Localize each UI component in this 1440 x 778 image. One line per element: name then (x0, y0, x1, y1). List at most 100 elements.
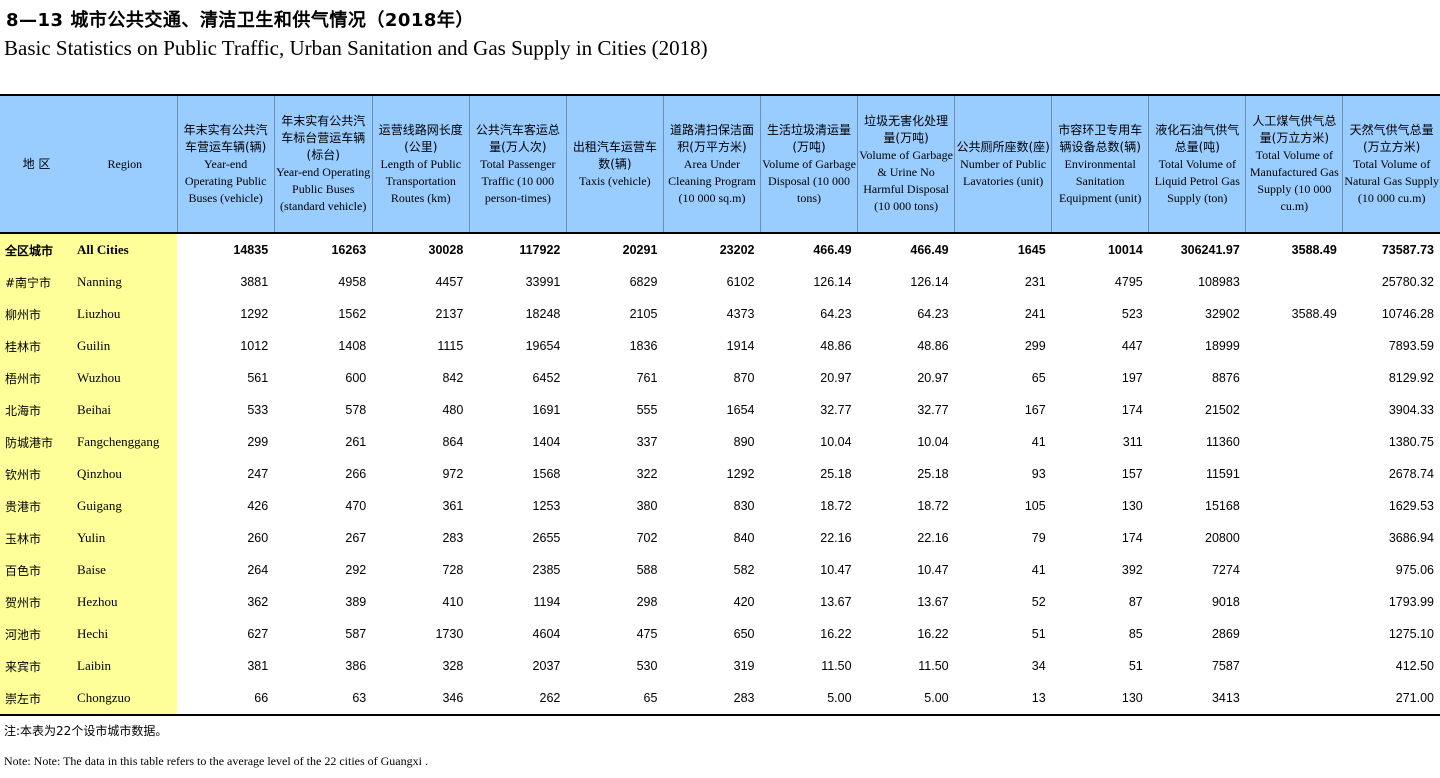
data-cell: 1793.99 (1388, 595, 1434, 609)
data-cell: 23202 (719, 243, 755, 257)
data-cell: 174 (1121, 531, 1143, 545)
data-cell: 362 (247, 595, 269, 609)
table-row: 河池市 Hechi 627 587 1730 4604 475 650 16.22 16.22 51… (0, 618, 1440, 650)
header-cleaning-area: 道路清扫保洁面积(万平方米) Area Under Cleaning Progra… (662, 94, 761, 234)
header-passenger-traffic: 公共汽车客运总量(万人次) Total Passenger Traffic (10… (468, 94, 567, 234)
data-cell: 600 (345, 371, 367, 385)
header-manufactured-gas: 人工煤气供气总量(万立方米) Total Volume of Manufactur… (1245, 94, 1343, 234)
data-cell: 22.16 (820, 531, 852, 545)
data-cell (1246, 618, 1343, 650)
data-cell: 1194 (533, 595, 561, 609)
data-cell: 412.50 (1395, 659, 1434, 673)
data-cell: 650 (733, 627, 755, 641)
data-cell: 16263 (331, 243, 367, 257)
data-cell: 4958 (338, 275, 367, 289)
data-cell: 167 (1024, 403, 1046, 417)
data-cell: 555 (636, 403, 658, 417)
data-cell: 380 (636, 499, 658, 513)
data-cell: 64.23 (820, 307, 852, 321)
data-cell: 79 (1031, 531, 1046, 545)
table-title-chinese: 8—13 城市公共交通、清洁卫生和供气情况（2018年） (6, 10, 474, 31)
data-cell (1246, 394, 1343, 426)
data-cell: 1292 (726, 467, 755, 481)
data-cell: 702 (636, 531, 658, 545)
data-cell: 588 (636, 563, 658, 577)
data-cell: 7893.59 (1388, 339, 1434, 353)
data-cell: 261 (345, 435, 367, 449)
data-cell: 130 (1121, 499, 1143, 513)
data-cell: 533 (247, 403, 269, 417)
data-cell: 126.14 (813, 275, 852, 289)
data-cell: 386 (345, 659, 367, 673)
table-row: 梧州市 Wuzhou 561 600 842 6452 761 870 20.97 20.97 65… (0, 362, 1440, 394)
data-cell: 18.72 (820, 499, 852, 513)
data-cell: 52 (1031, 595, 1046, 609)
header-garbage-disposal: 生活垃圾清运量(万吨) Volume of Garbage Disposal (1… (759, 94, 858, 234)
region-name-en: Liuzhou (73, 298, 178, 330)
data-cell: 1836 (629, 339, 658, 353)
data-cell: 322 (636, 467, 658, 481)
region-name-en: All Cities (73, 233, 178, 266)
data-cell: 3588.49 (1291, 243, 1337, 257)
data-cell: 2105 (629, 307, 658, 321)
data-cell: 1691 (532, 403, 561, 417)
header-lavatories: 公共厕所座数(座) Number of Public Lavatories (un… (954, 94, 1052, 234)
data-cell: 260 (247, 531, 269, 545)
data-cell: 51 (1031, 627, 1046, 641)
data-cell: 890 (733, 435, 755, 449)
region-name-cn: 全区城市 (0, 233, 74, 266)
data-cell (1246, 426, 1343, 458)
data-cell: 2655 (532, 531, 561, 545)
data-cell: 11.50 (918, 659, 949, 673)
data-cell: 271.00 (1342, 682, 1440, 716)
data-cell: 34 (1031, 659, 1046, 673)
data-cell: 48.86 (917, 339, 949, 353)
data-cell: 231 (1024, 275, 1046, 289)
region-name-en: Qinzhou (73, 458, 178, 490)
region-name-en: Nanning (73, 266, 178, 298)
data-cell: 18.72 (917, 499, 949, 513)
data-cell: 480 (442, 403, 464, 417)
data-cell: 466.49 (910, 243, 949, 257)
data-cell: 25.18 (820, 467, 852, 481)
data-cell: 85 (1128, 627, 1143, 641)
data-cell: 830 (733, 499, 755, 513)
data-cell: 21502 (1205, 403, 1240, 417)
data-cell: 130 (1051, 682, 1149, 716)
data-cell: 4373 (726, 307, 755, 321)
header-harmless-disposal: 垃圾无害化处理量(万吨) Volume of Garbage & Urine No… (857, 94, 955, 234)
data-cell: 3588.49 (1291, 307, 1337, 321)
data-cell (1246, 522, 1343, 554)
table-row: 来宾市 Laibin 381 386 328 2037 530 319 11.50 11.50 34… (0, 650, 1440, 682)
table-row: 桂林市 Guilin 1012 1408 1115 19654 1836 1914 48.86 4… (0, 330, 1440, 362)
data-cell: 840 (733, 531, 755, 545)
statistics-table: 地 区 Region 年末实有公共汽车营运车辆(辆) Year-end Opera… (0, 94, 1440, 716)
data-cell: 381 (247, 659, 269, 673)
header-region-cn: 地 区 (0, 94, 74, 234)
data-cell: 337 (636, 435, 658, 449)
data-cell: 1562 (338, 307, 367, 321)
table-row: 北海市 Beihai 533 578 480 1691 555 1654 32.77 32.77 1… (0, 394, 1440, 426)
data-cell (1246, 362, 1343, 394)
data-cell: 262 (469, 682, 567, 716)
data-cell: 25.18 (917, 467, 949, 481)
region-name-cn: 贵港市 (0, 490, 74, 522)
data-cell: 1292 (240, 307, 269, 321)
data-cell: 299 (1024, 339, 1046, 353)
data-cell: 361 (442, 499, 464, 513)
data-cell: 10.04 (917, 435, 949, 449)
data-cell: 4604 (532, 627, 561, 641)
data-cell: 14835 (233, 243, 269, 257)
data-cell: 16.22 (820, 627, 852, 641)
data-cell: 1408 (338, 339, 367, 353)
table-title-english: Basic Statistics on Public Traffic, Urba… (4, 36, 708, 60)
data-cell: 389 (345, 595, 367, 609)
data-cell: 13 (954, 682, 1052, 716)
region-name-cn: 钦州市 (0, 458, 74, 490)
data-cell (1246, 266, 1343, 298)
data-cell: 420 (733, 595, 755, 609)
data-cell: 10.47 (820, 563, 852, 577)
data-cell: 32.77 (917, 403, 949, 417)
data-cell: 15168 (1205, 499, 1240, 513)
data-cell: 51 (1128, 659, 1143, 673)
